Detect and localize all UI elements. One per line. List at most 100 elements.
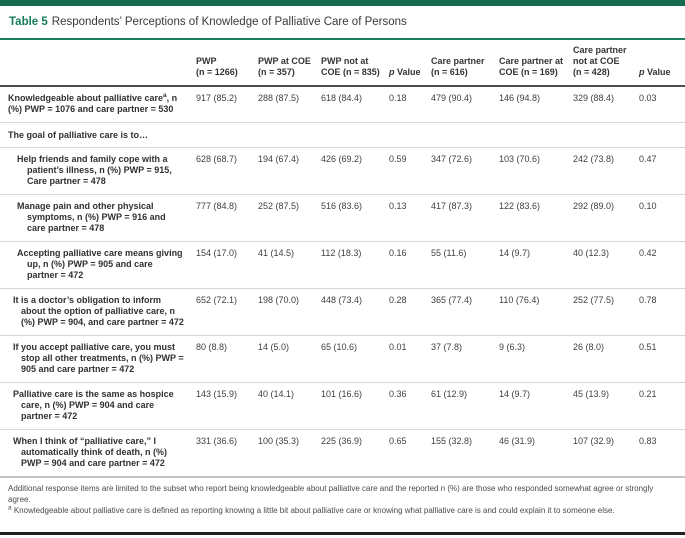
- data-cell: 331 (36.6): [196, 429, 258, 478]
- data-cell: 143 (15.9): [196, 382, 258, 430]
- column-header-care-partner: Care partner (n = 616): [431, 40, 499, 87]
- row-label: Palliative care is the same as hospice c…: [0, 382, 196, 430]
- data-cell: 14 (9.7): [499, 382, 573, 430]
- data-cell: 252 (77.5): [573, 288, 639, 336]
- table-row-manage-pain: Manage pain and other physical symptoms,…: [0, 194, 685, 242]
- row-label: Manage pain and other physical symptoms,…: [0, 194, 196, 242]
- data-cell: 103 (70.6): [499, 147, 573, 195]
- data-cell: 0.83: [639, 429, 685, 478]
- data-cell: 0.42: [639, 241, 685, 289]
- data-cell: 0.21: [639, 382, 685, 430]
- p-italic: p: [389, 67, 395, 77]
- column-header-pwp-not-at-coe: PWP not at COE (n = 835): [321, 40, 389, 87]
- table-number: Table 5: [9, 16, 48, 28]
- data-cell: 292 (89.0): [573, 194, 639, 242]
- data-cell: 198 (70.0): [258, 288, 321, 336]
- data-cell: 45 (13.9): [573, 382, 639, 430]
- data-cell: 777 (84.8): [196, 194, 258, 242]
- table-row-section-goal: The goal of palliative care is to…: [0, 122, 685, 148]
- column-header-pwp-at-coe: PWP at COE (n = 357): [258, 40, 321, 87]
- data-cell: 0.18: [389, 93, 407, 103]
- table-row-same-as-hospice: Palliative care is the same as hospice c…: [0, 382, 685, 430]
- data-cell: 288 (87.5): [258, 93, 300, 103]
- data-cell: 365 (77.4): [431, 288, 499, 336]
- data-cell: 479 (90.4): [431, 93, 473, 103]
- data-cell: 347 (72.6): [431, 147, 499, 195]
- data-cell: 112 (18.3): [321, 241, 389, 289]
- table-title: Table 5 Respondents’ Perceptions of Knowl…: [0, 6, 685, 38]
- data-cell: 0.59: [389, 147, 431, 195]
- data-cell: 37 (7.8): [431, 335, 499, 383]
- top-accent-bar: [0, 0, 685, 6]
- data-cell: 14 (5.0): [258, 335, 321, 383]
- data-cell: 0.03: [639, 93, 657, 103]
- bottom-page-rule: [0, 532, 685, 535]
- data-cell: 101 (16.6): [321, 382, 389, 430]
- data-cell: 0.28: [389, 288, 431, 336]
- table-row-doctors-obligation: It is a doctor’s obligation to inform ab…: [0, 288, 685, 336]
- data-cell: 618 (84.4): [321, 93, 363, 103]
- data-cell: 41 (14.5): [258, 241, 321, 289]
- data-cell: 194 (67.4): [258, 147, 321, 195]
- data-cell: 80 (8.8): [196, 335, 258, 383]
- data-cell: 61 (12.9): [431, 382, 499, 430]
- data-cell: 122 (83.6): [499, 194, 573, 242]
- row-label-text: , n (%) PWP = 1076 and care partner = 53…: [8, 93, 178, 114]
- table-row-knowledgeable: Knowledgeable about palliative carea, n …: [0, 86, 685, 123]
- data-cell: 242 (73.8): [573, 147, 639, 195]
- row-label: If you accept palliative care, you must …: [0, 335, 196, 383]
- data-cell: 0.01: [389, 335, 431, 383]
- data-cell: 110 (76.4): [499, 288, 573, 336]
- p-italic: p: [639, 67, 645, 77]
- table-title-text: Respondents’ Perceptions of Knowledge of…: [51, 16, 407, 28]
- data-cell: 917 (85.2): [196, 93, 238, 103]
- header-row: PWP (n = 1266) PWP at COE (n = 357) PWP …: [0, 40, 685, 87]
- data-cell: 516 (83.6): [321, 194, 389, 242]
- data-cell: 225 (36.9): [321, 429, 389, 478]
- column-header-care-partner-not-at-coe: Care partner not at COE (n = 428): [573, 40, 639, 87]
- p-word: Value: [647, 67, 671, 77]
- table-row-help-friends: Help friends and family cope with a pati…: [0, 147, 685, 195]
- data-cell: 154 (17.0): [196, 241, 258, 289]
- table-row-stop-treatments: If you accept palliative care, you must …: [0, 335, 685, 383]
- footnote-a-text: Knowledgeable about palliative care is d…: [11, 506, 615, 515]
- data-cell: 155 (32.8): [431, 429, 499, 478]
- table-row-accepting-giving-up: Accepting palliative care means giving u…: [0, 241, 685, 289]
- data-cell: 417 (87.3): [431, 194, 499, 242]
- row-label: Help friends and family cope with a pati…: [0, 147, 196, 195]
- data-cell: 9 (6.3): [499, 335, 573, 383]
- data-cell: 652 (72.1): [196, 288, 258, 336]
- data-cell: 14 (9.7): [499, 241, 573, 289]
- data-cell: 107 (32.9): [573, 429, 639, 478]
- data-cell: 0.10: [639, 194, 685, 242]
- footnote-general: Additional response items are limited to…: [8, 484, 654, 504]
- data-cell: 252 (87.5): [258, 194, 321, 242]
- footnote-marker: a: [163, 92, 167, 99]
- data-cell: 628 (68.7): [196, 147, 258, 195]
- data-cell: 0.47: [639, 147, 685, 195]
- data-cell: 448 (73.4): [321, 288, 389, 336]
- data-cell: 146 (94.8): [499, 93, 541, 103]
- data-cell: 0.51: [639, 335, 685, 383]
- data-cell: 55 (11.6): [431, 241, 499, 289]
- data-cell: 0.78: [639, 288, 685, 336]
- data-cell: 426 (69.2): [321, 147, 389, 195]
- data-cell: 0.65: [389, 429, 431, 478]
- data-cell: 100 (35.3): [258, 429, 321, 478]
- data-cell: 40 (14.1): [258, 382, 321, 430]
- column-header-pwp: PWP (n = 1266): [196, 40, 258, 87]
- column-header-care-partner-at-coe: Care partner at COE (n = 169): [499, 40, 573, 87]
- p-word: Value: [397, 67, 421, 77]
- data-cell: 26 (8.0): [573, 335, 639, 383]
- data-cell: 0.36: [389, 382, 431, 430]
- footnote-a: a Knowledgeable about palliative care is…: [8, 505, 677, 516]
- column-header-p-value-1: p Value: [389, 40, 431, 87]
- row-label: It is a doctor’s obligation to inform ab…: [0, 288, 196, 336]
- data-cell: 0.16: [389, 241, 431, 289]
- table-row-think-of-death: When I think of “palliative care,” I aut…: [0, 429, 685, 478]
- perceptions-table: PWP (n = 1266) PWP at COE (n = 357) PWP …: [0, 40, 685, 478]
- data-cell: 329 (88.4): [573, 93, 615, 103]
- data-cell: 65 (10.6): [321, 335, 389, 383]
- row-label: When I think of “palliative care,” I aut…: [0, 429, 196, 478]
